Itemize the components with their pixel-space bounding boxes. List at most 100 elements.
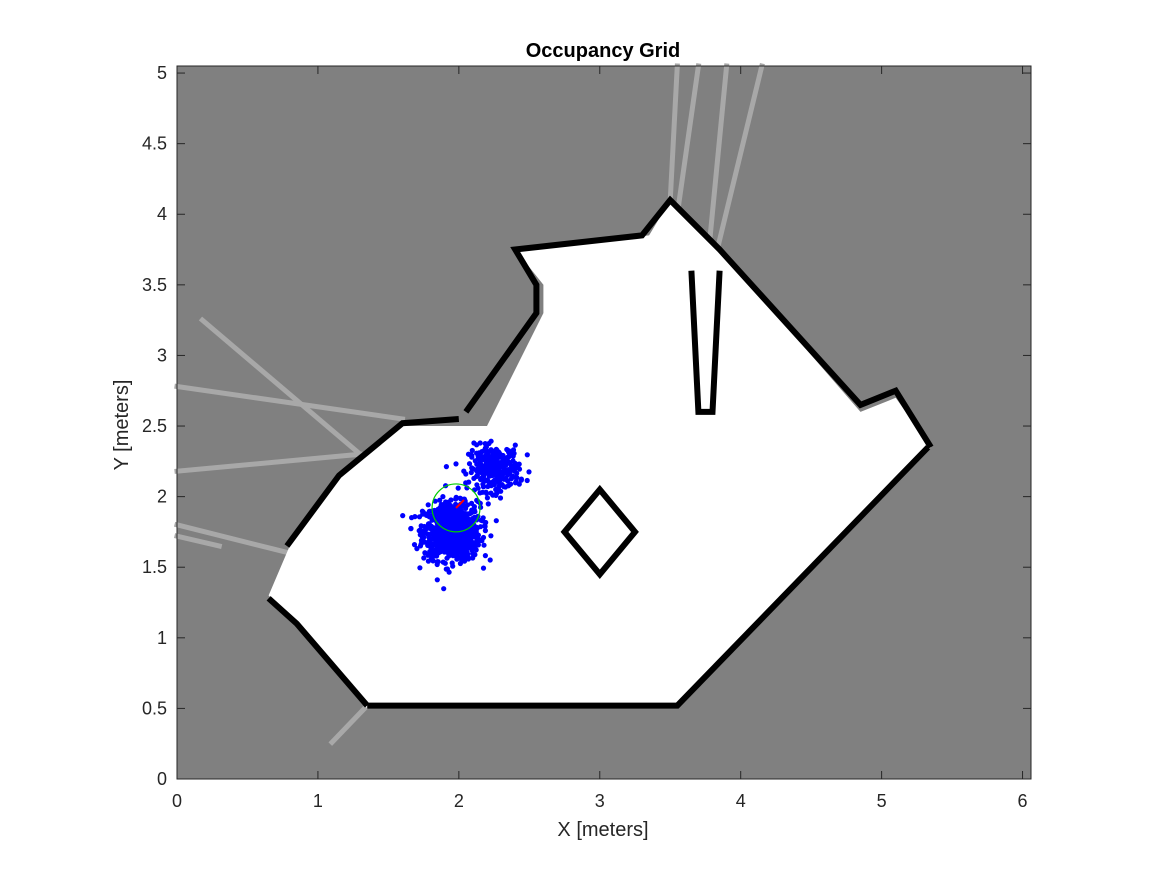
particle-point <box>498 475 504 481</box>
particle-point <box>450 563 456 569</box>
y-tick-label: 0 <box>157 769 167 789</box>
particle-point <box>437 535 443 541</box>
particle-point <box>443 464 449 470</box>
particle-point <box>495 478 501 484</box>
particle-point <box>443 499 449 505</box>
particle-point <box>412 514 418 520</box>
sensor-ray <box>667 63 680 203</box>
particle-point <box>470 555 476 561</box>
particle-point <box>455 508 461 514</box>
particle-point <box>497 495 504 501</box>
particle-point <box>516 461 522 467</box>
particle-point <box>468 469 474 476</box>
particle-point <box>432 536 438 543</box>
particle-point <box>469 509 475 515</box>
particle-point <box>440 494 446 500</box>
particle-point <box>431 542 437 548</box>
particle-point <box>437 507 443 513</box>
plot-area <box>173 62 1031 779</box>
particle-point <box>456 524 463 530</box>
particle-point <box>498 469 504 475</box>
particle-point <box>460 551 466 558</box>
sensor-ray <box>173 533 223 550</box>
particle-point <box>417 543 424 549</box>
particle-point <box>516 481 522 487</box>
y-tick-label: 2 <box>157 487 167 507</box>
particle-point <box>431 507 437 514</box>
particle-point <box>477 440 483 446</box>
particle-point <box>469 447 475 454</box>
x-tick-label: 5 <box>877 791 887 811</box>
y-tick-label: 1 <box>157 628 167 648</box>
particle-point <box>484 450 490 456</box>
particle-point <box>526 469 532 475</box>
robot-heading-line <box>455 499 465 509</box>
particle-point <box>494 450 500 456</box>
wall-segment <box>688 270 723 415</box>
free-space <box>268 200 931 709</box>
particle-point <box>434 545 440 551</box>
particle-point <box>484 495 490 501</box>
y-tick-label: 4 <box>157 204 167 224</box>
particle-point <box>463 505 469 511</box>
particle-point <box>457 560 463 567</box>
particle-point <box>478 476 484 483</box>
particle-point <box>480 484 487 490</box>
particle-point <box>417 565 423 571</box>
particle-point <box>442 532 448 538</box>
particle-point <box>486 466 492 472</box>
particle-point <box>443 540 449 546</box>
particle-point <box>455 530 461 536</box>
particle-point <box>478 524 484 530</box>
particle-point <box>440 517 446 523</box>
particle-point <box>454 513 460 519</box>
particle-point <box>506 449 512 455</box>
particle-point <box>467 532 473 538</box>
particle-point <box>479 449 485 455</box>
particle-point <box>499 461 505 467</box>
particle-point <box>485 501 491 507</box>
particle-point <box>505 454 511 460</box>
particle-point <box>488 533 494 539</box>
particle-point <box>493 518 499 524</box>
particle-point <box>455 485 461 491</box>
particle-point <box>422 550 428 556</box>
particle-point <box>461 515 467 521</box>
particle-point <box>485 479 491 485</box>
wall-segment <box>463 195 934 449</box>
particle-point <box>463 532 469 538</box>
y-tick-label: 4.5 <box>142 134 167 154</box>
y-tick-label: 1.5 <box>142 557 167 577</box>
particle-point <box>418 537 424 544</box>
particle-point <box>490 492 496 498</box>
particle-point <box>469 500 475 506</box>
particle-point <box>493 470 499 476</box>
particle-point <box>485 483 491 490</box>
particle-point <box>428 523 434 529</box>
particle-point <box>524 477 530 484</box>
particle-point <box>477 490 483 496</box>
particle-point <box>499 482 505 488</box>
particle-point <box>400 513 406 519</box>
particle-point <box>466 479 472 485</box>
wall-segment <box>266 596 370 708</box>
particle-point <box>483 463 489 469</box>
particle-point <box>441 549 447 555</box>
particle-point <box>421 530 427 536</box>
particle-point <box>487 557 493 563</box>
particle-point <box>426 533 432 539</box>
particle-point <box>439 502 445 508</box>
particle-point <box>417 527 423 533</box>
x-tick-label: 1 <box>313 791 323 811</box>
particle-point <box>513 474 519 481</box>
x-axis-ticks: 0 1 2 3 4 5 6 <box>172 66 1028 811</box>
particle-point <box>508 463 514 469</box>
y-axis-ticks: 0 0.5 1 1.5 2 2.5 3 3.5 4 4.5 5 <box>142 63 1031 789</box>
particle-point <box>426 508 432 514</box>
particle-point <box>483 456 489 462</box>
sensor-ray <box>173 521 293 557</box>
particle-point <box>408 526 414 532</box>
particle-point <box>482 523 488 530</box>
y-tick-label: 3.5 <box>142 275 167 295</box>
